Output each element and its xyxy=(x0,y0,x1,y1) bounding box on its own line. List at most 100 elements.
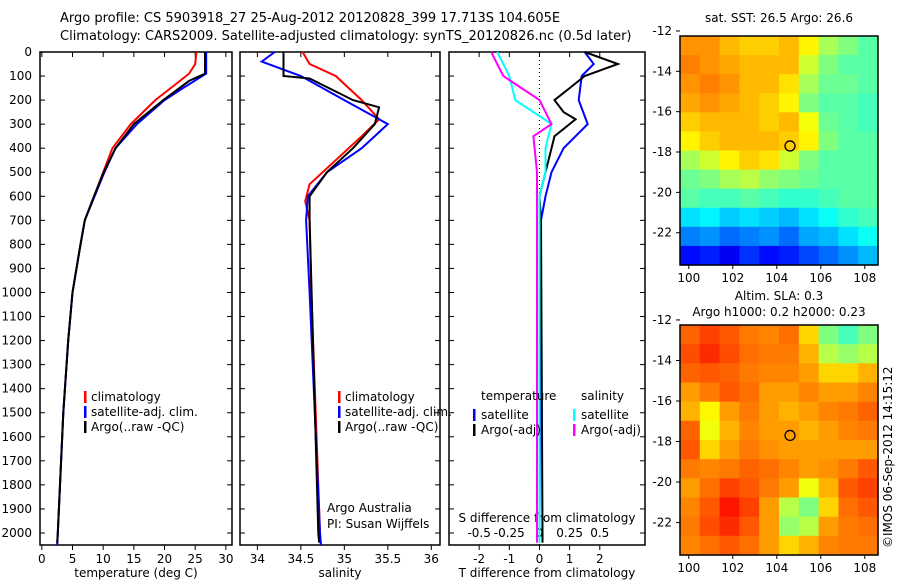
x-tick-label: 0 xyxy=(38,552,46,566)
heatmap-cell xyxy=(818,440,839,460)
heatmap-cell xyxy=(818,112,839,132)
heatmap-cell xyxy=(779,516,800,537)
heatmap-cell xyxy=(858,459,879,479)
heatmap-cell xyxy=(779,363,800,384)
heatmap-cell xyxy=(838,55,859,75)
heatmap-cell xyxy=(739,74,760,94)
heatmap-cell xyxy=(739,55,760,75)
legend-swatch xyxy=(338,421,341,433)
heatmap-cell xyxy=(759,226,780,247)
heatmap-cell xyxy=(838,516,859,537)
heatmap-cell xyxy=(838,535,859,556)
heatmap-cell xyxy=(858,497,879,518)
y-tick-label: 1900 xyxy=(1,502,32,516)
series-line-s-satellite xyxy=(496,51,553,543)
heatmap-cell xyxy=(719,363,740,384)
heatmap-cell xyxy=(680,207,701,228)
heatmap-cell xyxy=(699,325,721,345)
heatmap-cell xyxy=(680,169,701,190)
heatmap-cell xyxy=(838,459,859,479)
heatmap-cell xyxy=(838,150,859,171)
heatmap-cell xyxy=(680,325,701,345)
series-line-satellite-adj-clim- xyxy=(259,51,390,546)
heatmap-cell xyxy=(680,382,701,403)
heatmap-cell xyxy=(759,112,780,132)
heatmap-cell xyxy=(798,36,820,56)
heatmap-cell xyxy=(699,131,721,152)
heatmap-cell xyxy=(759,207,780,228)
heatmap-cell xyxy=(838,93,859,113)
heatmap-cell xyxy=(680,535,701,556)
heatmap-cell xyxy=(818,535,839,556)
heatmap-cell xyxy=(818,226,839,247)
heatmap-cell xyxy=(680,226,701,247)
heatmap-cell xyxy=(818,401,839,422)
legend-label: satellite-adj. clim. xyxy=(91,405,198,419)
heatmap-cell xyxy=(759,344,780,364)
heatmap-cell xyxy=(699,74,721,94)
heatmap-cell xyxy=(719,188,740,209)
x-tick-label: 35 xyxy=(337,552,352,566)
y-tick-label: -14 xyxy=(652,353,672,367)
heatmap-cell xyxy=(858,440,879,460)
temperature-panel: temperature (deg C) 01002003004005006007… xyxy=(1,45,233,580)
heatmap-cell xyxy=(779,535,800,556)
heatmap-cell xyxy=(818,36,839,56)
y-tick-label: 100 xyxy=(9,69,32,83)
heatmap-cell xyxy=(779,245,800,266)
heatmap-cell xyxy=(798,497,820,518)
credit-label: ©IMOS 06-Sep-2012 14:15:12 xyxy=(881,366,895,548)
heatmap-cell xyxy=(680,74,701,94)
heatmap-cell xyxy=(719,93,740,113)
plot-frame xyxy=(39,51,233,546)
y-tick-label: -18 xyxy=(652,435,672,449)
x-tick-label: 102 xyxy=(721,561,744,575)
heatmap-cell xyxy=(739,169,760,190)
heatmap-cell xyxy=(838,325,859,345)
heatmap-cell xyxy=(699,169,721,190)
y-tick-label: 1300 xyxy=(1,358,32,372)
heatmap-cell xyxy=(858,325,879,345)
legend-header: salinity xyxy=(581,389,624,403)
y-tick-label: -22 xyxy=(652,516,672,530)
heatmap-cell xyxy=(779,459,800,479)
heatmap-cell xyxy=(818,93,839,113)
t-diff-xlabel: T difference from climatology xyxy=(458,566,636,580)
heatmap-cell xyxy=(680,478,701,499)
heatmap-cell xyxy=(759,93,780,113)
heatmap-cell xyxy=(699,401,721,422)
argo-position-marker xyxy=(784,429,796,442)
heatmap-cell xyxy=(798,420,820,441)
heatmap-cell xyxy=(818,325,839,345)
heatmap-cell xyxy=(818,382,839,403)
heatmap-cell xyxy=(680,459,701,479)
heatmap-cell xyxy=(818,516,839,537)
y-tick-label: -16 xyxy=(652,394,672,408)
heatmap-cell xyxy=(719,382,740,403)
heatmap-cell xyxy=(779,440,800,460)
x-tick-label: 1 xyxy=(566,552,574,566)
legend-header: temperature xyxy=(481,389,556,403)
y-tick-label: 200 xyxy=(9,93,32,107)
title-line-1: Argo profile: CS 5903918_27 25-Aug-2012 … xyxy=(60,11,560,26)
heatmap-cell xyxy=(739,440,760,460)
s-x-tick-label: 0.25 xyxy=(556,526,583,540)
heatmap-cell xyxy=(680,420,701,441)
heatmap-cell xyxy=(779,401,800,422)
heatmap-cell xyxy=(779,207,800,228)
heatmap-cell xyxy=(818,169,839,190)
y-tick-label: 1100 xyxy=(1,310,32,324)
y-tick-label: 1500 xyxy=(1,406,32,420)
heatmap-cell xyxy=(798,325,820,345)
y-tick-label: -22 xyxy=(652,226,672,240)
y-tick-label: 1400 xyxy=(1,382,32,396)
heatmap-cell xyxy=(779,36,800,56)
x-tick-label: 35.5 xyxy=(374,552,401,566)
heatmap-cell xyxy=(699,188,721,209)
legend-label: climatology xyxy=(345,390,415,404)
heatmap-cell xyxy=(779,112,800,132)
plot-frame xyxy=(239,51,441,546)
y-tick-label: 1200 xyxy=(1,334,32,348)
heatmap-cell xyxy=(838,382,859,403)
heatmap-cell xyxy=(798,535,820,556)
